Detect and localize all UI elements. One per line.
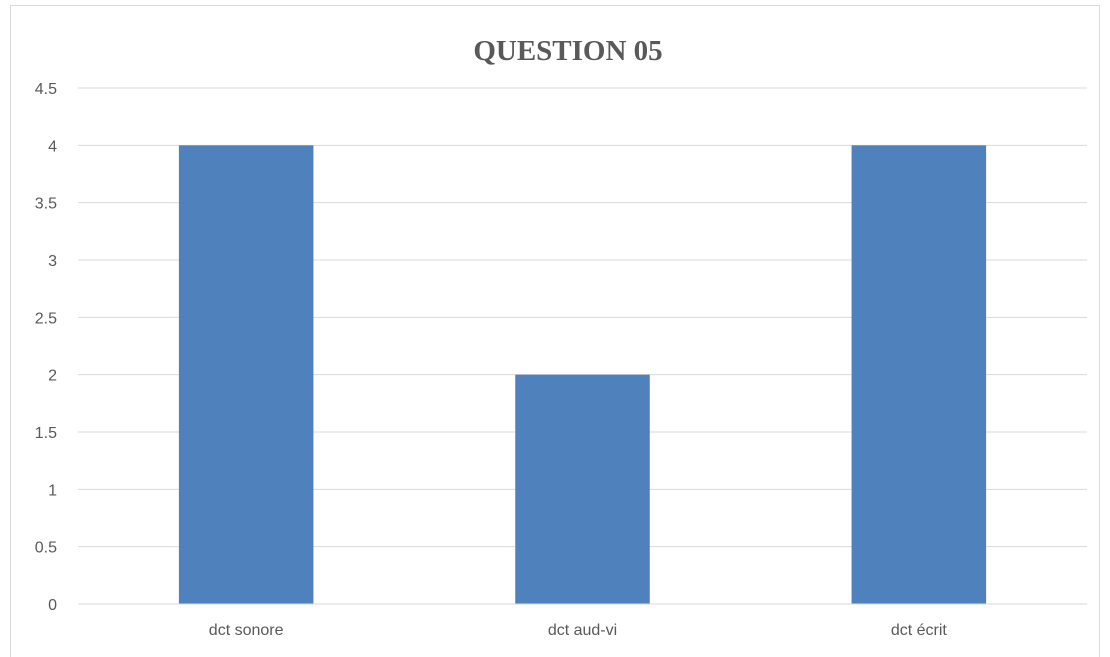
x-tick-label: dct aud-vi <box>548 622 617 639</box>
y-axis-ticks: 0 0.5 1 1.5 2 2.5 3 3.5 4 4.5 <box>35 81 57 614</box>
y-tick-label: 3.5 <box>35 196 57 213</box>
y-tick-label: 0 <box>48 597 57 614</box>
y-tick-label: 1 <box>48 482 57 499</box>
bar-0 <box>178 145 314 605</box>
y-tick-label: 2 <box>48 368 57 385</box>
bar-2 <box>851 145 987 605</box>
x-tick-label: dct sonore <box>209 622 284 639</box>
bar-1 <box>515 374 650 604</box>
x-axis-ticks: dct sonore dct aud-vi dct écrit <box>209 622 948 639</box>
y-tick-label: 2.5 <box>35 310 57 327</box>
y-tick-label: 4.5 <box>35 81 57 98</box>
chart-title: QUESTION 05 <box>473 35 662 67</box>
bars <box>178 145 987 605</box>
x-tick-label: dct écrit <box>891 622 948 639</box>
y-tick-label: 4 <box>48 138 57 155</box>
y-tick-label: 1.5 <box>35 425 57 442</box>
y-tick-label: 0.5 <box>35 540 57 557</box>
y-tick-label: 3 <box>48 253 57 270</box>
